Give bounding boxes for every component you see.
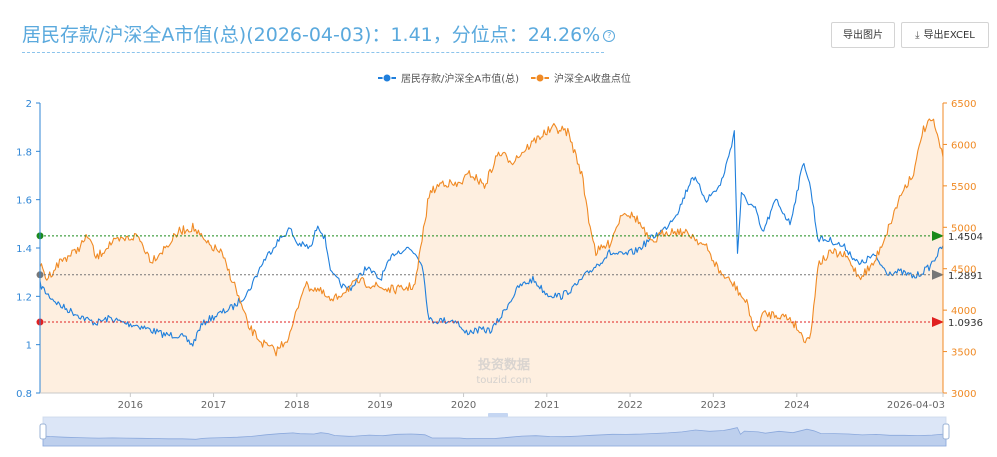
right-tick-label-5: 5500	[951, 182, 976, 193]
legend-label-0: 居民存款/沪深全A市值(总)	[401, 72, 519, 85]
series-area-1	[40, 119, 943, 393]
question-circle-icon[interactable]: ?	[603, 29, 616, 42]
zoom-drag-grip	[488, 413, 508, 417]
title-text: 居民存款/沪深全A市值(总)(2026-04-03)：1.41，分位点：24.2…	[22, 24, 601, 46]
right-tick-label-3: 4500	[951, 265, 976, 276]
reference-label-1: 1.2891	[948, 271, 983, 282]
page-title: 居民存款/沪深全A市值(总)(2026-04-03)：1.41，分位点：24.2…	[22, 20, 616, 47]
reference-arrow-2	[932, 317, 944, 328]
left-tick-label-2: 1.2	[16, 292, 32, 303]
x-tick-label-4: 2020	[451, 400, 476, 411]
reference-label-2: 1.0936	[948, 318, 983, 329]
right-tick-label-0: 3000	[951, 389, 976, 400]
reference-label-0: 1.4504	[948, 232, 983, 243]
watermark-en: touzid.com	[476, 375, 531, 386]
x-tick-label-8: 2024	[784, 400, 809, 411]
left-tick-label-5: 1.8	[16, 147, 32, 158]
legend-marker-0	[382, 73, 392, 83]
reference-arrow-1	[932, 269, 944, 280]
left-tick-label-1: 1	[26, 341, 32, 352]
x-tick-label-3: 2019	[367, 400, 392, 411]
legend-label-1: 沪深全A收盘点位	[554, 72, 631, 85]
x-tick-label-2: 2018	[284, 400, 309, 411]
legend: 居民存款/沪深全A市值(总) 沪深全A收盘点位	[378, 72, 631, 85]
right-tick-label-7: 6500	[951, 99, 976, 110]
right-tick-label-4: 5000	[951, 223, 976, 234]
x-tick-label-0: 2016	[118, 400, 143, 411]
zoom-slider[interactable]	[39, 413, 950, 447]
legend-marker-1	[535, 73, 545, 83]
reference-arrow-0	[932, 230, 944, 241]
zoom-handle-right	[942, 423, 950, 440]
left-tick-label-4: 1.6	[16, 196, 32, 207]
area-layer	[40, 119, 943, 393]
title-underline	[22, 52, 604, 53]
x-tick-label-5: 2021	[534, 400, 559, 411]
left-tick-label-0: 0.8	[16, 389, 32, 400]
export-image-button[interactable]: 导出图片	[831, 22, 895, 48]
download-icon: ⤓	[915, 30, 920, 41]
right-tick-label-6: 6000	[951, 140, 976, 151]
left-tick-label-6: 2	[26, 99, 32, 110]
export-excel-button[interactable]: ⤓ 导出EXCEL	[901, 22, 989, 48]
x-tick-label-1: 2017	[201, 400, 226, 411]
x-tick-label-9: 2026-04-03	[887, 400, 945, 411]
watermark: 投资数据 touzid.com	[476, 357, 531, 386]
watermark-cn: 投资数据	[478, 357, 530, 373]
right-tick-label-1: 3500	[951, 348, 976, 359]
right-tick-label-2: 4000	[951, 306, 976, 317]
zoom-preview	[42, 427, 947, 447]
left-tick-label-3: 1.4	[16, 244, 32, 255]
series-line-0	[39, 130, 944, 347]
axes: 0.8 1 1.2 1.4 1.6 1.8 2 3000 3500 4000 4500 5000 550…	[16, 99, 976, 411]
x-tick-label-7: 2023	[701, 400, 726, 411]
zoom-handle-left	[39, 423, 47, 440]
reference-lines: 1.4504 1.2891 1.0936	[36, 230, 983, 329]
x-tick-label-6: 2022	[617, 400, 642, 411]
export-excel-label: 导出EXCEL	[923, 30, 975, 41]
